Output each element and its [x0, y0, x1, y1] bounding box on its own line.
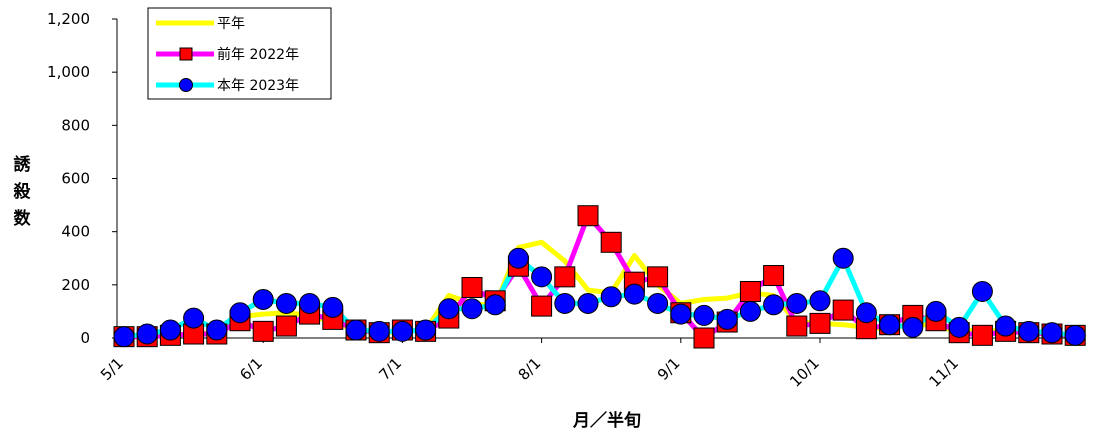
data-point-circle [693, 304, 715, 326]
data-point-circle [948, 316, 970, 338]
data-point-circle [345, 319, 367, 341]
data-point-circle [855, 302, 877, 324]
data-point-square [809, 312, 831, 334]
legend-square-marker [179, 47, 193, 61]
series-markers [113, 205, 1086, 349]
y-tick-label: 1,000 [47, 63, 90, 81]
data-point-circle [925, 300, 947, 322]
y-tick-label: 600 [61, 170, 90, 188]
data-point-circle [322, 296, 344, 318]
data-point-circle [113, 326, 135, 348]
x-tick-label: 10/1 [786, 354, 823, 391]
y-tick-label: 0 [80, 329, 90, 347]
data-point-circle [438, 298, 460, 320]
data-point-circle [902, 316, 924, 338]
data-point-circle [809, 290, 831, 312]
y-tick-label: 800 [61, 116, 90, 134]
data-point-circle [1018, 320, 1040, 342]
data-point-circle [368, 320, 390, 342]
data-point-circle [1041, 322, 1063, 344]
data-point-square [763, 265, 785, 287]
data-point-square [786, 315, 808, 337]
x-tick-label: 7/1 [375, 354, 405, 384]
data-point-circle [415, 319, 437, 341]
data-point-circle [531, 266, 553, 288]
data-point-circle [879, 314, 901, 336]
legend-label: 前年 2022年 [217, 46, 299, 63]
data-point-circle [391, 320, 413, 342]
y-tick-label: 1,200 [47, 10, 90, 28]
y-axis-title: 誘殺数 [13, 154, 32, 229]
data-point-circle [763, 294, 785, 316]
legend-label: 本年 2023年 [217, 78, 299, 94]
data-point-circle [739, 300, 761, 322]
data-point-circle [971, 280, 993, 302]
data-point-circle [159, 319, 181, 341]
data-point-circle [670, 303, 692, 325]
data-point-circle [786, 292, 808, 314]
x-tick-label: 8/1 [515, 354, 545, 384]
legend-label: 平年 [217, 16, 245, 32]
data-point-circle [832, 247, 854, 269]
data-point-square [971, 324, 993, 346]
data-point-circle [507, 247, 529, 269]
data-point-circle [136, 323, 158, 345]
data-point-circle [995, 315, 1017, 337]
x-tick-label: 6/1 [236, 354, 266, 384]
y-ticks: 0 200 400 600 800 1,000 1,200 [47, 10, 117, 347]
data-point-circle [252, 288, 274, 310]
y-tick-label: 400 [61, 223, 90, 241]
data-point-circle [1064, 324, 1086, 346]
x-axis-label: 月／半旬 [572, 410, 641, 431]
data-point-circle [600, 286, 622, 308]
plot-area: 0 200 400 600 800 1,000 1,200 5/1 6/1 7/1 8/1 9/1 1… [47, 10, 1086, 391]
x-tick-label: 9/1 [654, 354, 684, 384]
x-tick-label: 5/1 [97, 354, 127, 384]
data-point-circle [623, 283, 645, 305]
legend-circle-marker [179, 78, 193, 92]
data-point-circle [275, 292, 297, 314]
data-point-square [531, 295, 553, 317]
data-point-square [275, 315, 297, 337]
x-tick-label: 11/1 [925, 354, 962, 391]
data-point-circle [484, 294, 506, 316]
data-point-square [647, 266, 669, 288]
data-point-circle [461, 298, 483, 320]
data-point-circle [554, 292, 576, 314]
x-ticks: 5/1 6/1 7/1 8/1 9/1 10/1 11/1 [97, 338, 962, 391]
data-point-square [252, 320, 274, 342]
data-point-square [693, 327, 715, 349]
y-tick-label: 200 [61, 276, 90, 294]
data-point-circle [183, 307, 205, 329]
y-axis-label: 誘殺数 [13, 154, 32, 229]
data-point-square [600, 231, 622, 253]
data-point-circle [647, 292, 669, 314]
data-point-square [832, 299, 854, 321]
data-point-circle [299, 292, 321, 314]
data-point-square [554, 266, 576, 288]
data-point-circle [716, 308, 738, 330]
data-point-square [461, 276, 483, 298]
data-point-circle [206, 319, 228, 341]
data-point-square [739, 280, 761, 302]
data-point-circle [577, 292, 599, 314]
data-point-circle [229, 302, 251, 324]
data-point-square [577, 205, 599, 227]
